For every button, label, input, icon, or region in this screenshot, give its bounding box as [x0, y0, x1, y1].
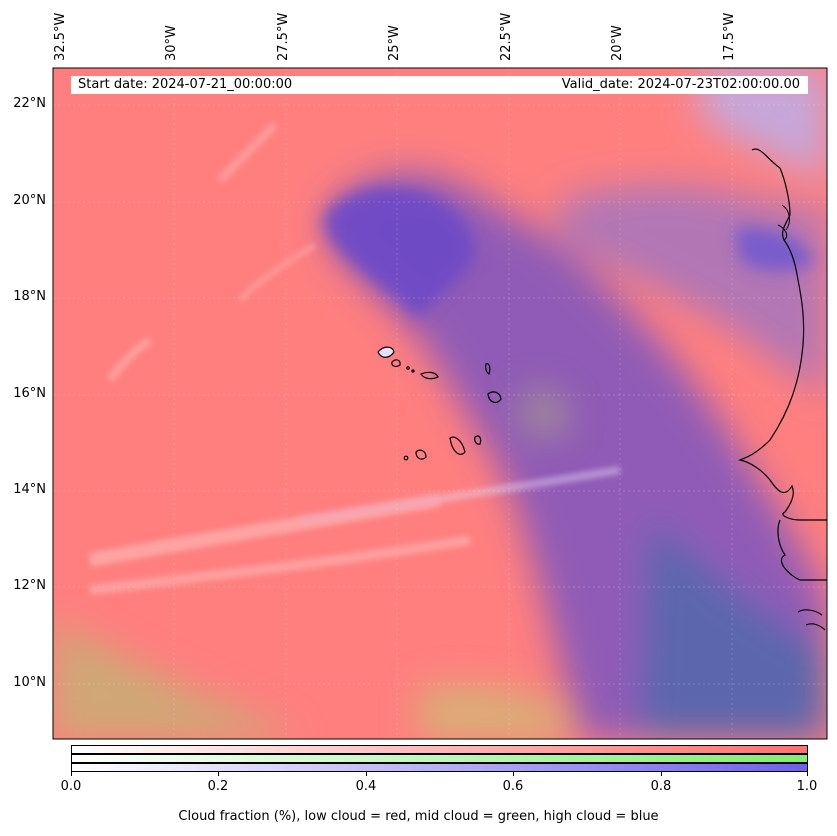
cb-tick-label: 0.6 [502, 779, 524, 794]
lat-label-14n: 14°N [13, 482, 46, 497]
cape-verde-islands [377, 346, 502, 461]
colorbar [71, 745, 808, 772]
colorbar-label: Cloud fraction (%), low cloud = red, mid… [178, 809, 659, 824]
cloud-streaks [88, 122, 621, 595]
lon-label-17-5w: 17.5°W [722, 12, 737, 61]
colorbar-high-row [71, 763, 808, 772]
cb-tick-label: 0.2 [207, 779, 229, 794]
lat-label-10n: 10°N [13, 675, 46, 690]
graticule [53, 68, 827, 739]
lat-label-12n: 12°N [13, 578, 46, 593]
cb-tickmark [71, 772, 72, 776]
cb-tick-label: 0.0 [60, 779, 82, 794]
cb-tickmark [513, 772, 514, 776]
lat-label-22n: 22°N [13, 96, 46, 111]
valid-date-text: Valid_date: 2024-07-23T02:00:00.00 [561, 77, 800, 92]
start-date-text: Start date: 2024-07-21_00:00:00 [78, 77, 293, 92]
cb-tick-label: 0.8 [650, 779, 672, 794]
mid-cloud-region [53, 389, 570, 739]
cb-tickmark [661, 772, 662, 776]
lat-label-20n: 20°N [13, 193, 46, 208]
map-frame [52, 67, 828, 740]
cloud-fraction-map [52, 67, 828, 740]
lat-label-18n: 18°N [13, 289, 46, 304]
lon-label-27-5w: 27.5°W [276, 12, 291, 61]
colorbar-mid-row [71, 754, 808, 763]
date-info-box: Start date: 2024-07-21_00:00:00 Valid_da… [71, 76, 808, 94]
cb-tickmark [218, 772, 219, 776]
colorbar-low-row [71, 745, 808, 754]
lon-label-20w: 20°W [610, 25, 625, 61]
cb-tick-label: 1.0 [796, 779, 818, 794]
lat-label-16n: 16°N [13, 386, 46, 401]
cb-tickmark [807, 772, 808, 776]
africa-coastline [737, 148, 827, 521]
cb-tickmark [366, 772, 367, 776]
cb-tick-label: 0.4 [355, 779, 377, 794]
lon-label-22-5w: 22.5°W [499, 12, 514, 61]
lon-label-30w: 30°W [164, 25, 179, 61]
lon-label-32-5w: 32.5°W [53, 12, 68, 61]
lon-label-25w: 25°W [387, 25, 402, 61]
